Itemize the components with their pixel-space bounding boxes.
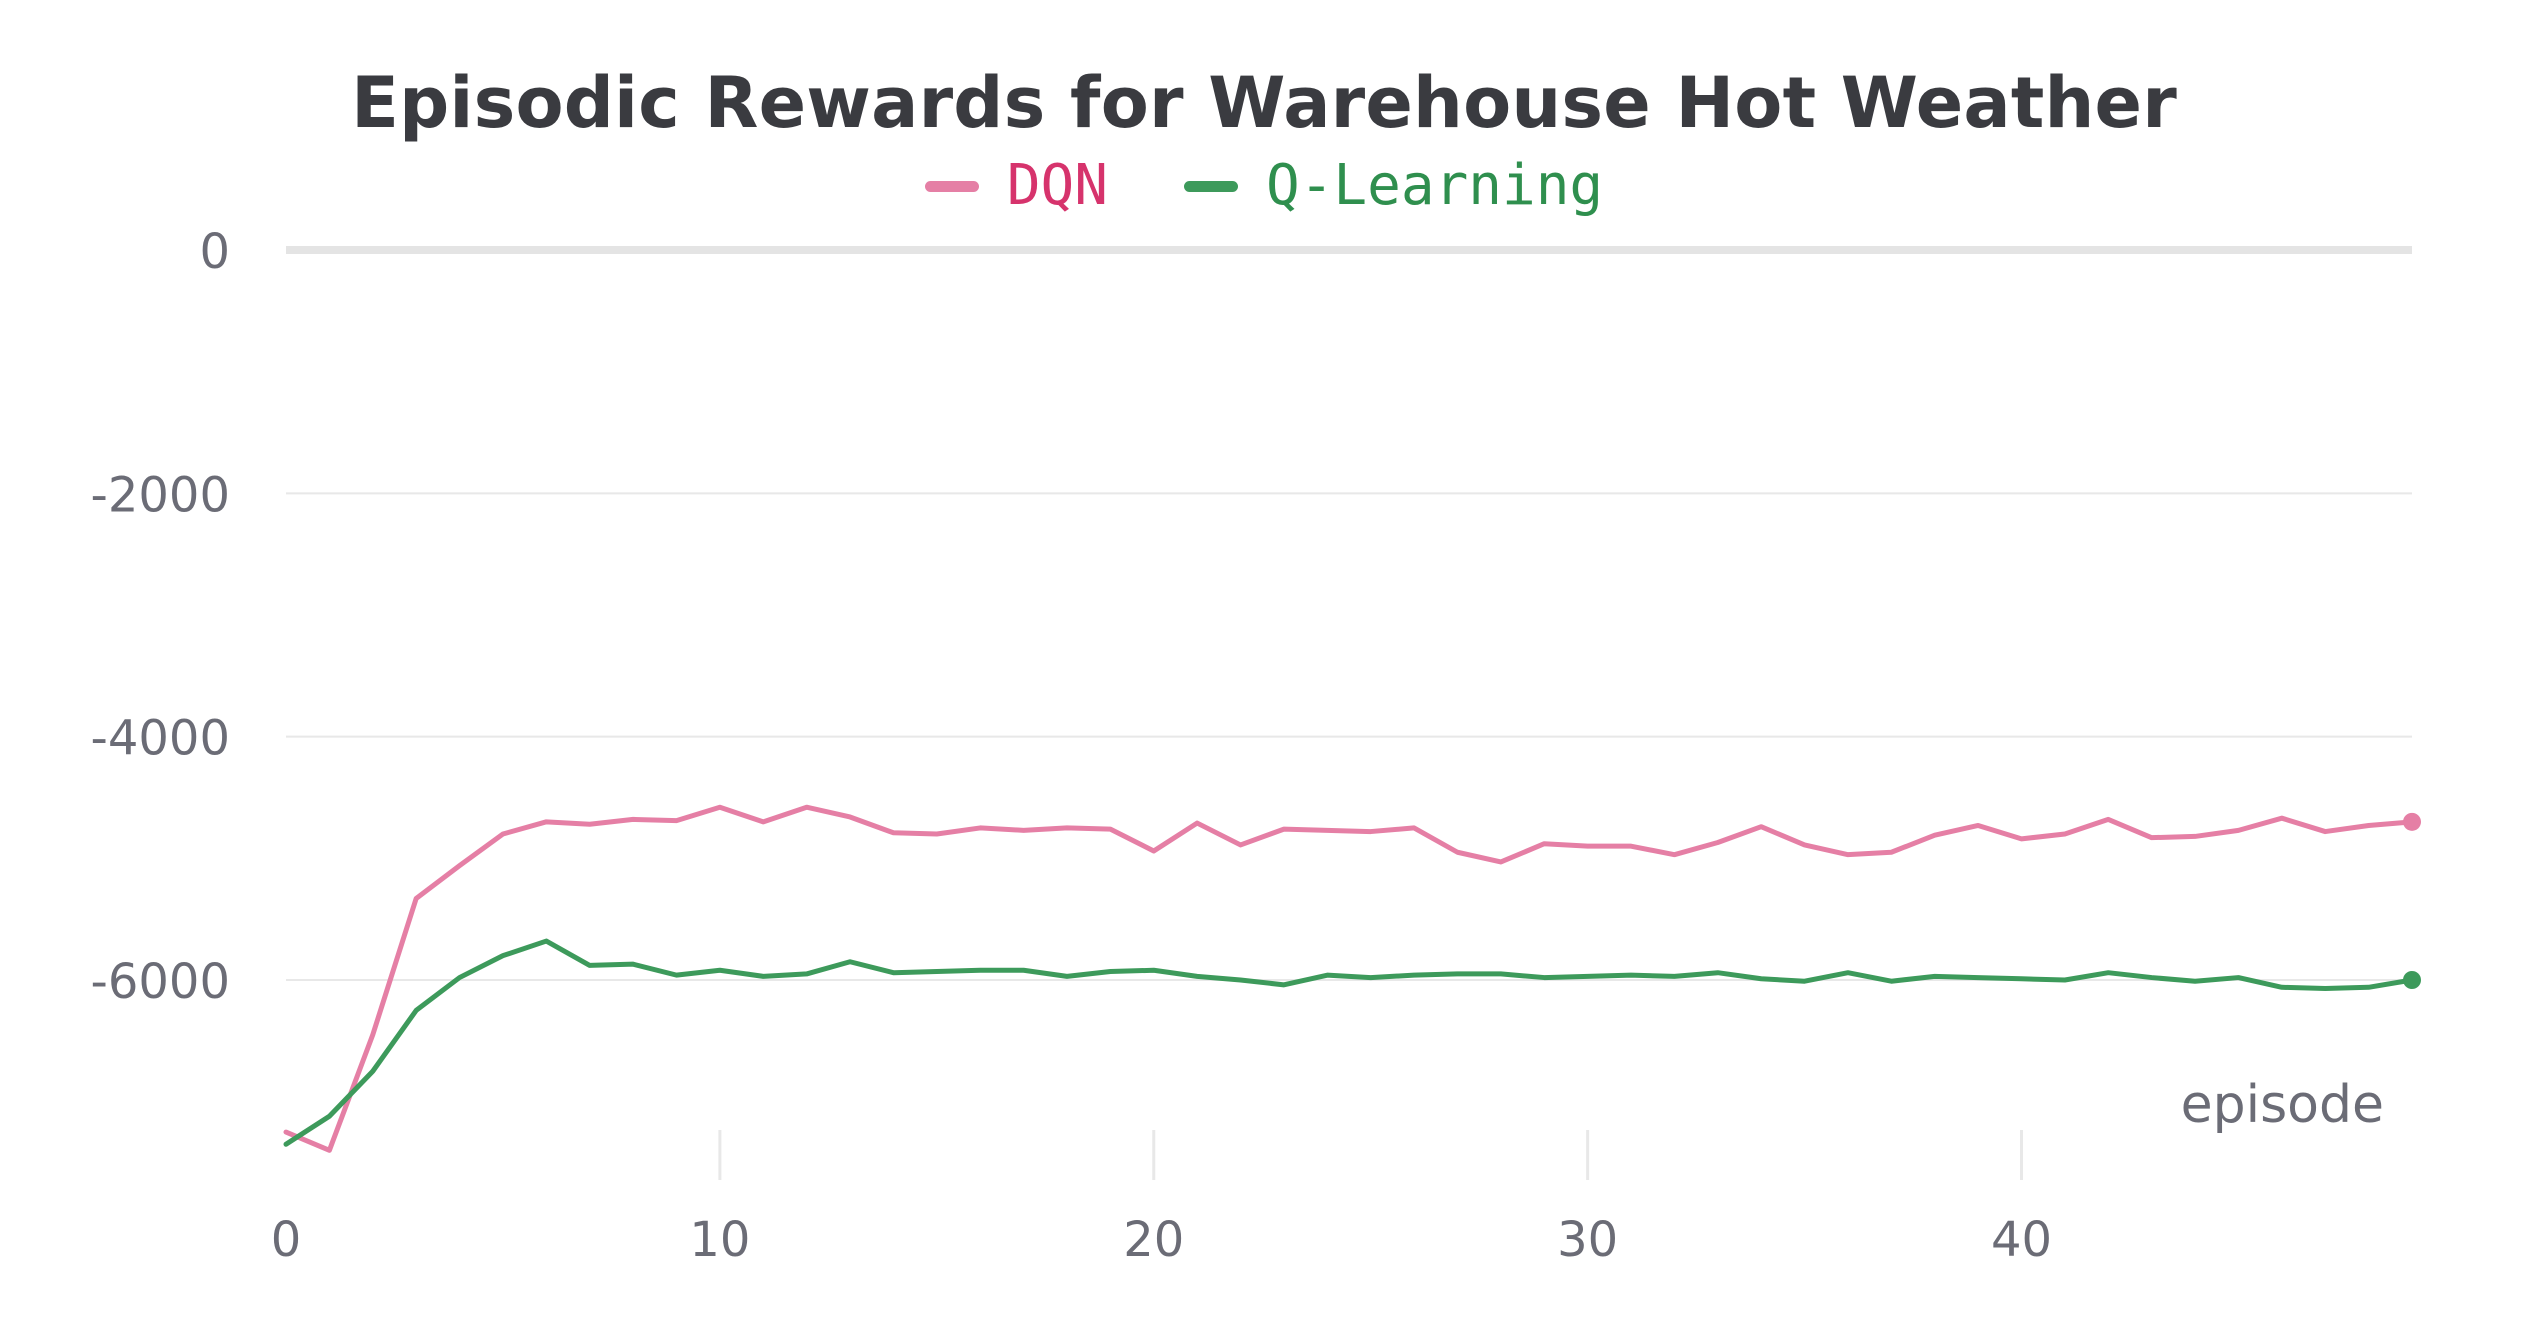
x-tick-label: 30: [1557, 1212, 1618, 1268]
x-tick-label: 40: [1991, 1212, 2052, 1268]
y-tick-label: 0: [199, 224, 230, 280]
grid-layer: [286, 246, 2412, 981]
x-tick-label: 10: [689, 1212, 750, 1268]
series-endpoint-q-learning[interactable]: [2403, 971, 2421, 989]
x-axis-label: episode: [2181, 1075, 2384, 1135]
series-layer: [283, 804, 2421, 1153]
x-axis: 0 10 20 30 40: [271, 1130, 2052, 1268]
y-tick-label: -6000: [91, 954, 230, 1010]
x-tick-label: 0: [271, 1212, 302, 1268]
legend-swatch-q-learning: [1184, 180, 1238, 192]
y-tick-label: -4000: [91, 711, 230, 767]
series-endpoint-dqn[interactable]: [2403, 812, 2421, 831]
legend-item-dqn[interactable]: DQN: [924, 153, 1108, 218]
y-tick-label: -2000: [91, 467, 230, 523]
series-line-q-learning[interactable]: [283, 938, 2415, 1147]
legend-label-q-learning: Q-Learning: [1266, 153, 1604, 218]
legend-item-q-learning[interactable]: Q-Learning: [1184, 158, 1603, 214]
legend-swatch-dqn: [924, 180, 979, 192]
chart-legend: DQN Q-Learning: [0, 158, 2528, 214]
y-axis: 0 -2000 -4000 -6000: [91, 224, 230, 1010]
series-line-dqn[interactable]: [283, 804, 2415, 1153]
chart-title: Episodic Rewards for Warehouse Hot Weath…: [351, 62, 2177, 144]
legend-label-dqn: DQN: [1006, 153, 1108, 218]
x-tick-label: 20: [1123, 1212, 1184, 1268]
